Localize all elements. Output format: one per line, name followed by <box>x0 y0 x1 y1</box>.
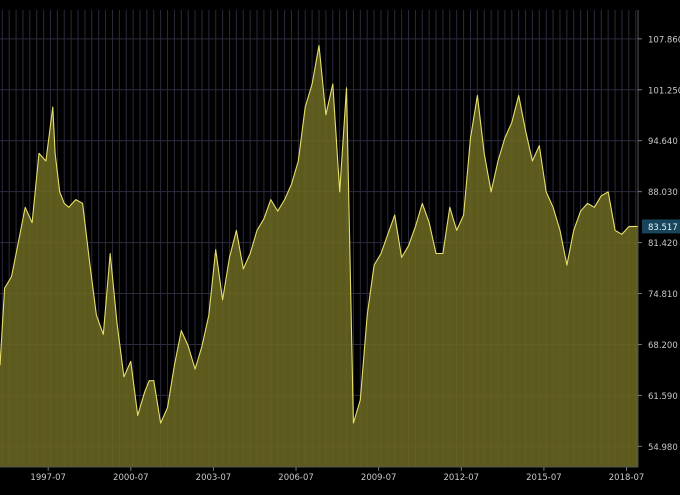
x-tick-label: 2012-07 <box>444 473 480 483</box>
x-tick-label: 2000-07 <box>113 473 149 483</box>
axis-group: 54.980 61.590 68.200 74.810 81.420 88.030 94.6… <box>0 10 680 483</box>
x-tick-label: 2015-07 <box>526 473 562 483</box>
y-tick-label: 107.860 <box>648 35 680 45</box>
last-value-label: 83.517 <box>648 223 678 233</box>
y-tick-label: 94.640 <box>648 137 678 147</box>
last-value-badge <box>642 219 680 234</box>
y-tick-label: 88.030 <box>648 188 678 198</box>
x-tick-label: 2018-07 <box>609 473 645 483</box>
y-tick-label: 61.590 <box>648 392 678 402</box>
series-area-group <box>0 44 639 467</box>
y-tick-label: 68.200 <box>648 341 678 351</box>
x-tick-label: 2009-07 <box>361 473 397 483</box>
series-line <box>0 44 639 424</box>
last-value-badge-group: 83.517 <box>642 219 680 234</box>
y-tick-label: 54.980 <box>648 443 678 453</box>
y-tick-label: 74.810 <box>648 290 678 300</box>
x-tick-label: 1997-07 <box>30 473 66 483</box>
series-area-fill <box>0 45 638 467</box>
x-tick-label: 2006-07 <box>278 473 314 483</box>
y-tick-label: 101.250 <box>648 86 680 96</box>
x-tick-label: 2003-07 <box>196 473 232 483</box>
y-tick-label: 81.420 <box>648 239 678 249</box>
